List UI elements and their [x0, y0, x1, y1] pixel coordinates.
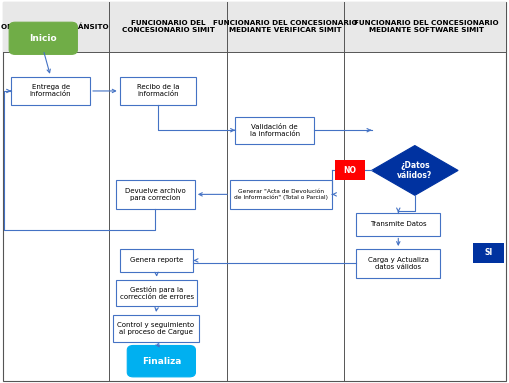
- FancyBboxPatch shape: [356, 213, 440, 236]
- Text: Validación de
la información: Validación de la información: [249, 124, 300, 137]
- Text: Transmite Datos: Transmite Datos: [370, 221, 427, 227]
- Text: Finaliza: Finaliza: [142, 357, 181, 366]
- FancyBboxPatch shape: [120, 77, 196, 105]
- FancyBboxPatch shape: [473, 243, 504, 263]
- Text: Control y seguimiento
al proceso de Cargue: Control y seguimiento al proceso de Carg…: [117, 322, 194, 335]
- FancyBboxPatch shape: [127, 345, 195, 377]
- FancyBboxPatch shape: [120, 249, 193, 272]
- Text: FUNCIONARIO DEL
CONCESIONARIO SIMIT: FUNCIONARIO DEL CONCESIONARIO SIMIT: [122, 20, 214, 33]
- Text: FUNCIONARIO DEL CONCESIONARIO
MEDIANTE SOFTWARE SIMIT: FUNCIONARIO DEL CONCESIONARIO MEDIANTE S…: [354, 20, 499, 33]
- FancyBboxPatch shape: [9, 22, 77, 54]
- Text: Carga y Actualiza
datos válidos: Carga y Actualiza datos válidos: [368, 257, 429, 270]
- Polygon shape: [372, 146, 458, 195]
- Text: Recibo de la
información: Recibo de la información: [136, 85, 179, 97]
- FancyBboxPatch shape: [230, 180, 332, 209]
- Text: NO: NO: [344, 166, 357, 175]
- Text: SI: SI: [485, 248, 493, 257]
- FancyBboxPatch shape: [335, 160, 365, 180]
- FancyBboxPatch shape: [11, 77, 90, 105]
- FancyBboxPatch shape: [3, 2, 506, 381]
- Text: Devuelve archivo
para correcion: Devuelve archivo para correcion: [125, 188, 186, 201]
- Text: ORGANISMO DE TRÁNSITO: ORGANISMO DE TRÁNSITO: [1, 24, 109, 30]
- Text: ¿Datos
válidos?: ¿Datos válidos?: [397, 161, 433, 180]
- Text: Genera reporte: Genera reporte: [130, 257, 183, 264]
- Text: FUNCIONARIO DEL CONCESIONARIO
MEDIANTE VERIFICAR SIMIT: FUNCIONARIO DEL CONCESIONARIO MEDIANTE V…: [213, 20, 357, 33]
- FancyBboxPatch shape: [113, 315, 199, 342]
- Text: Gestión para la
corrección de errores: Gestión para la corrección de errores: [120, 286, 194, 300]
- Text: Entrega de
Información: Entrega de Información: [30, 85, 71, 97]
- Text: Inicio: Inicio: [30, 34, 57, 43]
- FancyBboxPatch shape: [116, 180, 195, 209]
- FancyBboxPatch shape: [356, 249, 440, 278]
- FancyBboxPatch shape: [235, 117, 314, 144]
- FancyBboxPatch shape: [3, 2, 506, 52]
- Text: Generar "Acta de Devolución
de Información" (Total o Parcial): Generar "Acta de Devolución de Informaci…: [234, 189, 328, 200]
- FancyBboxPatch shape: [116, 280, 197, 306]
